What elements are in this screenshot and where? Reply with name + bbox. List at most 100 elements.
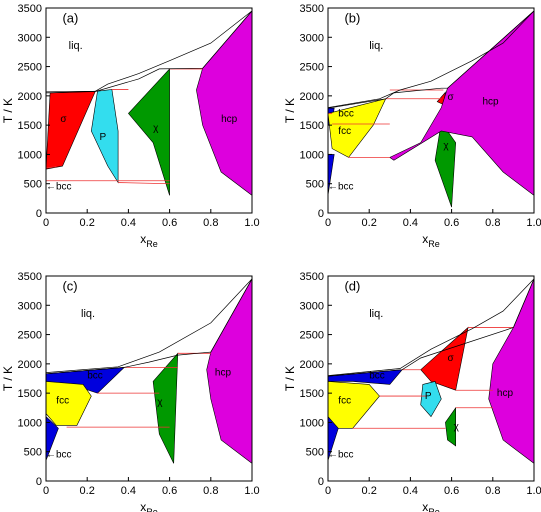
x-tick-label: 0.2	[362, 485, 377, 497]
phase-region-chi-5	[445, 406, 456, 447]
x-tick-label: 0.6	[162, 217, 177, 229]
phase-region-chi-3	[152, 352, 179, 464]
x-tick-label: 1.0	[526, 217, 541, 229]
y-axis-title: T / K	[283, 98, 297, 123]
y-tick-label: 2500	[300, 62, 324, 74]
region-label-bcc_top: bcc	[369, 371, 385, 382]
liquidus-curve	[327, 10, 535, 108]
y-tick-label: 1500	[18, 120, 42, 132]
y-tick-label: 2500	[18, 330, 42, 342]
x-tick-label: 0	[325, 217, 331, 229]
phase-region-fcc-1	[327, 98, 387, 158]
x-tick-label: 0.4	[403, 485, 418, 497]
phase-region-fcc-1	[327, 381, 380, 429]
y-tick-label: 0	[36, 476, 42, 488]
region-label-chi: χ	[157, 397, 163, 408]
panel-label: (b)	[344, 11, 360, 26]
x-tick-label: 0.4	[403, 217, 418, 229]
y-tick-label: 2500	[18, 62, 42, 74]
y-tick-label: 0	[318, 208, 324, 220]
y-tick-label: 0	[318, 476, 324, 488]
y-tick-label: 3000	[300, 32, 324, 44]
y-tick-label: 1000	[18, 417, 42, 429]
tie-line-3	[118, 182, 170, 185]
phase-diagram-panel-2: 0 0.2 0.4 0.6 0.8 1.0 0 500 1000 1500 2000 2500 3000…	[1, 271, 260, 512]
plot-frame	[45, 275, 253, 482]
y-tick-label: 500	[306, 447, 324, 459]
region-label-liq: liq.	[81, 308, 95, 320]
plot-frame	[45, 7, 253, 214]
y-tick-label: 2000	[18, 91, 42, 103]
tie-line-0	[45, 166, 57, 169]
phase-diagram-panel-1: 0 0.2 0.4 0.6 0.8 1.0 0 500 1000 1500 2000 2500 3000…	[283, 3, 541, 249]
region-label-chi: χ	[443, 141, 449, 152]
y-tick-label: 3500	[18, 271, 42, 283]
x-tick-label: 0.6	[444, 485, 459, 497]
region-label-liq: liq.	[369, 308, 383, 320]
y-tick-label: 2500	[300, 330, 324, 342]
y-tick-label: 3000	[18, 300, 42, 312]
phase-diagram-panel-3: 0 0.2 0.4 0.6 0.8 1.0 0 500 1000 1500 2000 2500 3000…	[283, 271, 541, 512]
x-tick-label: 0.2	[80, 217, 95, 229]
region-label-bcc_top: bcc	[87, 371, 103, 382]
phase-region-P-4	[420, 381, 442, 418]
x-tick-label: 1.0	[526, 485, 541, 497]
solidus-curve	[45, 278, 253, 375]
y-tick-label: 1000	[300, 417, 324, 429]
x-tick-label: 0.4	[121, 485, 136, 497]
x-tick-label: 0	[43, 485, 49, 497]
region-label-chi: χ	[153, 123, 159, 134]
liquidus-curve	[45, 278, 253, 373]
region-label-chi: χ	[454, 421, 460, 432]
plot-frame	[327, 7, 535, 214]
region-label-bcc: ←bcc	[328, 182, 354, 193]
liquidus-curve	[327, 278, 535, 376]
region-label-liq: liq.	[69, 40, 83, 52]
solidus-curve	[45, 10, 253, 94]
y-tick-label: 0	[36, 208, 42, 220]
phase-region-hcp-6	[488, 278, 535, 465]
phase-diagram-panel-0: 0 0.2 0.4 0.6 0.8 1.0 0 500 1000 1500 2000 2500 3000…	[1, 3, 260, 249]
region-label-fcc: fcc	[338, 396, 351, 407]
x-axis-title: xRe	[140, 500, 158, 512]
region-label-bcc: ←bcc	[46, 182, 72, 193]
y-tick-label: 500	[24, 447, 42, 459]
x-tick-label: 1.0	[244, 485, 259, 497]
region-label-sigma: σ	[447, 353, 454, 364]
region-label-bcc: ←bcc	[328, 450, 354, 461]
x-tick-label: 0.8	[485, 485, 500, 497]
y-tick-label: 1000	[18, 149, 42, 161]
region-label-bcc_top: bcc	[338, 108, 354, 119]
y-tick-label: 1500	[18, 388, 42, 400]
x-tick-label: 0.8	[203, 217, 218, 229]
y-tick-label: 500	[306, 179, 324, 191]
x-tick-label: 0.6	[444, 217, 459, 229]
solidus-curve	[327, 278, 535, 377]
y-tick-label: 500	[24, 179, 42, 191]
y-tick-label: 2000	[18, 359, 42, 371]
phase-region-hcp-5	[389, 10, 535, 197]
y-tick-label: 3000	[300, 300, 324, 312]
region-label-fcc: fcc	[338, 126, 351, 137]
y-axis-title: T / K	[1, 98, 15, 123]
region-label-bcc: ←bcc	[46, 450, 72, 461]
y-tick-label: 3500	[300, 271, 324, 283]
y-tick-label: 1000	[300, 149, 324, 161]
x-axis-title: xRe	[422, 232, 440, 249]
region-label-hcp: hcp	[483, 97, 500, 108]
region-label-hcp: hcp	[215, 368, 232, 379]
x-axis-title: xRe	[140, 232, 158, 249]
region-label-hcp: hcp	[497, 388, 514, 399]
x-tick-label: 0	[325, 485, 331, 497]
x-tick-label: 0.4	[121, 217, 136, 229]
phase-region-chi-2	[127, 68, 170, 196]
phase-region-sigma-0	[45, 90, 96, 170]
y-tick-label: 2000	[300, 91, 324, 103]
x-tick-label: 0.2	[80, 485, 95, 497]
panel-label: (c)	[62, 279, 77, 294]
x-axis-title: xRe	[422, 500, 440, 512]
phase-region-sigma-3	[420, 326, 469, 391]
x-tick-label: 0.6	[162, 485, 177, 497]
plot-frame	[327, 275, 535, 482]
